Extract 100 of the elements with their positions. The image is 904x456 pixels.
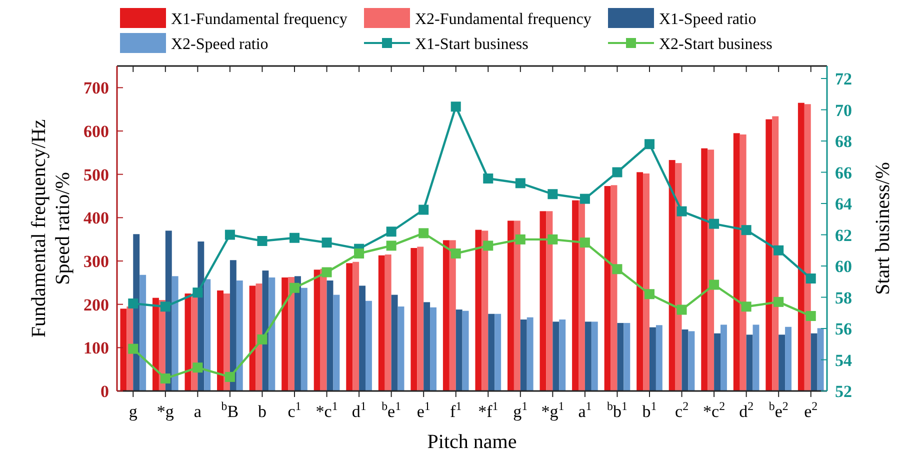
bar xyxy=(300,288,308,391)
point xyxy=(192,288,203,298)
legend-label: X2-Fundamental frequency xyxy=(415,11,592,28)
point xyxy=(322,267,332,278)
bar xyxy=(320,268,327,391)
bar xyxy=(224,294,230,391)
bar xyxy=(514,220,520,391)
bar xyxy=(656,325,662,391)
y2-axis-title: Start business/% xyxy=(872,162,894,295)
x-tick-label: f$^{1}$ xyxy=(450,399,462,421)
bar xyxy=(294,276,301,391)
point xyxy=(806,311,816,321)
bar xyxy=(804,104,811,391)
bar xyxy=(262,270,269,391)
y2-tick-label: 56 xyxy=(835,320,852,338)
point xyxy=(290,282,300,293)
point xyxy=(386,240,396,251)
y-tick-label: 700 xyxy=(84,78,109,98)
y2-tick-label: 72 xyxy=(835,70,852,88)
point xyxy=(224,372,235,382)
y2-tick-label: 68 xyxy=(835,132,852,151)
point xyxy=(418,204,429,215)
bar xyxy=(559,320,566,391)
point xyxy=(160,302,170,312)
legend-label: X1-Start business xyxy=(415,36,528,53)
x-tick-label: e$^{1}$ xyxy=(416,399,430,421)
bar xyxy=(746,334,753,391)
bar xyxy=(482,230,488,391)
x-tick-label: c$^{1}$ xyxy=(288,399,302,421)
bar xyxy=(817,328,824,391)
bar xyxy=(442,240,450,391)
x-tick-label: $^{b}$e$^{2}$ xyxy=(768,399,788,421)
x-tick-label: d$^{1}$ xyxy=(352,399,366,421)
x-tick-label: *g$^{1}$ xyxy=(541,399,564,421)
bar xyxy=(359,286,366,391)
point xyxy=(580,194,590,204)
bar xyxy=(398,306,404,391)
bar xyxy=(752,324,760,391)
x-tick-label: a$^{1}$ xyxy=(578,399,592,421)
point xyxy=(515,234,526,244)
bar xyxy=(520,320,527,391)
y-tick-label: 300 xyxy=(84,252,109,271)
bar xyxy=(217,290,224,391)
x-tick-label: c$^{2}$ xyxy=(675,399,689,421)
bar xyxy=(682,329,688,391)
point xyxy=(483,174,494,184)
bar xyxy=(475,230,482,391)
bar xyxy=(572,200,578,391)
y-tick-label: 600 xyxy=(84,122,109,141)
y2-tick-label: 70 xyxy=(835,100,852,120)
point xyxy=(257,334,268,344)
point xyxy=(483,240,494,251)
legend-label: X1-Fundamental frequency xyxy=(171,11,348,28)
bar xyxy=(701,148,708,391)
bar xyxy=(494,314,502,391)
point xyxy=(450,102,461,112)
y2-tick-label: 58 xyxy=(835,288,852,308)
point xyxy=(774,245,784,256)
bar xyxy=(249,286,256,391)
legend-label: X1-Speed ratio xyxy=(659,11,756,28)
point xyxy=(322,238,332,248)
point xyxy=(548,234,558,244)
legend-label: X2-Speed ratio xyxy=(171,36,268,53)
bar xyxy=(314,270,320,391)
point xyxy=(806,274,816,284)
point xyxy=(128,298,138,308)
bar xyxy=(236,280,243,391)
point xyxy=(192,362,203,373)
point xyxy=(709,218,720,229)
bar xyxy=(785,326,792,391)
bar xyxy=(391,294,398,391)
bar xyxy=(714,333,720,391)
y2-tick-label: 64 xyxy=(835,194,852,214)
point xyxy=(548,189,558,200)
point xyxy=(354,248,364,258)
y-axis-title: Fundamental frequency/Hz Speed ratio/% xyxy=(28,119,74,338)
bar xyxy=(578,200,585,391)
bar xyxy=(424,302,430,391)
bar xyxy=(591,322,598,391)
x-tick-label: *f$^{1}$ xyxy=(478,399,498,421)
point xyxy=(224,230,235,240)
bar xyxy=(204,279,211,391)
point xyxy=(160,374,170,384)
point xyxy=(774,296,784,307)
bar xyxy=(417,246,424,391)
bar xyxy=(488,314,495,391)
bar xyxy=(346,263,353,391)
y2-tick-label: 66 xyxy=(835,163,852,182)
bar xyxy=(643,173,650,391)
bar xyxy=(352,262,360,391)
y2-tick-label: 60 xyxy=(835,257,852,276)
bar xyxy=(720,324,727,391)
bar xyxy=(378,255,385,391)
y2-tick-label: 54 xyxy=(835,350,852,370)
point xyxy=(676,206,687,216)
bar xyxy=(624,322,630,391)
legend-label: X2-Start business xyxy=(659,36,772,53)
bar xyxy=(430,307,436,391)
bar xyxy=(230,260,236,391)
point xyxy=(418,228,429,238)
